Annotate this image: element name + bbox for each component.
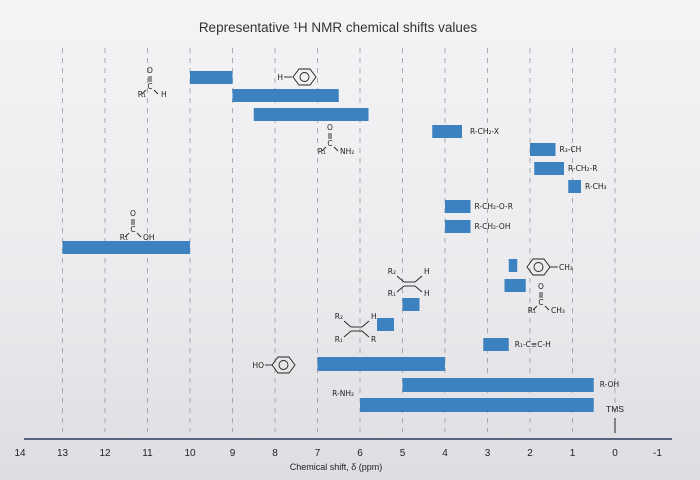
x-tick-label: 10 <box>184 448 196 459</box>
range-bar-aldehyde <box>190 71 233 84</box>
svg-text:H: H <box>371 312 377 321</box>
svg-text:H: H <box>161 90 167 99</box>
benzene-h-structure-icon: H <box>277 68 317 86</box>
range-bar-amide <box>253 108 369 121</box>
x-tick-label: 5 <box>400 448 406 459</box>
svg-text:R₁: R₁ <box>335 335 343 344</box>
range-bar-vinyl-1-1- <box>402 298 420 311</box>
range-label: R-CH₂-OH <box>475 222 511 231</box>
range-bar-ether <box>445 200 471 213</box>
toluene-structure-icon: CH₃ <box>526 258 573 276</box>
svg-text:H: H <box>424 289 430 298</box>
svg-text:R₂: R₂ <box>388 267 396 276</box>
x-tick-label: 1 <box>570 448 576 459</box>
x-tick-label: 6 <box>357 448 363 459</box>
amide-structure-icon: O C R₁ NH₂ <box>318 123 354 156</box>
range-label: R-CH₃ <box>585 182 607 191</box>
range-bar-alkyl-halide <box>432 125 462 138</box>
bars: R-CH₂-X R₃-CH R-CH₂-R R-CH₃ R-CH₂-O-R R-CH₂-O… <box>62 71 619 412</box>
svg-text:O: O <box>327 123 333 132</box>
svg-text:R₁: R₁ <box>318 147 326 156</box>
svg-text:C: C <box>538 298 543 307</box>
range-bar-alcohol-oh <box>402 378 594 392</box>
x-tick-label: 13 <box>57 448 69 459</box>
svg-text:R₂: R₂ <box>335 312 343 321</box>
range-bar-alkyne <box>483 338 509 351</box>
x-ticks: 14 13 12 11 10 9 8 7 6 5 4 3 2 1 0 -1 <box>14 448 662 459</box>
x-tick-label: -1 <box>653 448 662 459</box>
chart-title: Representative ¹H NMR chemical shifts va… <box>199 20 478 35</box>
svg-text:O: O <box>130 209 136 218</box>
ketone-structure-icon: O C R₁ CH₃ <box>528 282 565 315</box>
svg-text:R₁: R₁ <box>120 233 128 242</box>
svg-text:OH: OH <box>143 233 155 242</box>
svg-text:CH₃: CH₃ <box>551 306 565 315</box>
carboxylic-acid-structure-icon: O C R₁ OH <box>120 209 155 242</box>
x-tick-label: 9 <box>230 448 236 459</box>
range-bar-methyl <box>568 180 581 193</box>
x-tick-label: 8 <box>272 448 278 459</box>
svg-text:O: O <box>147 66 153 75</box>
svg-text:O: O <box>538 282 544 291</box>
x-tick-label: 11 <box>142 448 153 459</box>
range-label: R-CH₂-R <box>568 164 597 173</box>
x-tick-label: 7 <box>315 448 321 459</box>
range-bar-benzylic <box>508 259 518 272</box>
x-tick-label: 4 <box>442 448 448 459</box>
aldehyde-structure-icon: O C R₁ H <box>138 66 167 99</box>
range-label: R₃-CH <box>560 145 582 154</box>
x-tick-label: 12 <box>99 448 111 459</box>
range-bar-carboxylic-acid <box>62 241 190 254</box>
range-bar-phenol <box>317 357 445 371</box>
x-tick-label: 0 <box>612 448 618 459</box>
range-bar-amine <box>360 398 594 412</box>
svg-text:H: H <box>424 267 430 276</box>
range-bar-alcohol <box>445 220 471 233</box>
svg-text:C: C <box>327 139 332 148</box>
range-bar-vinyl <box>377 318 394 331</box>
svg-text:CH₃: CH₃ <box>559 263 573 272</box>
range-bar-ketone <box>504 279 526 292</box>
alkene-trisubstituted-structure-icon: R₂ R₁ H R <box>335 312 377 344</box>
svg-text:C: C <box>147 82 152 91</box>
range-label: R-CH₂-X <box>470 127 499 136</box>
svg-text:HO: HO <box>252 361 264 370</box>
x-tick-label: 2 <box>527 448 533 459</box>
range-bar-aromatic <box>232 89 339 102</box>
alkene-disubstituted-structure-icon: R₂ R₁ H H <box>388 267 430 298</box>
x-axis-label: Chemical shift, δ (ppm) <box>290 462 383 472</box>
svg-text:R₁: R₁ <box>528 306 536 315</box>
svg-text:R₁: R₁ <box>138 90 146 99</box>
svg-text:R₁: R₁ <box>388 289 396 298</box>
x-tick-label: 3 <box>485 448 491 459</box>
svg-text:H: H <box>277 73 283 82</box>
range-label: R₁-C≡C-H <box>515 340 551 349</box>
svg-text:R: R <box>371 335 376 344</box>
tms-label: TMS <box>606 404 624 414</box>
range-label: R-OH <box>600 380 619 389</box>
phenol-structure-icon: HO <box>252 356 296 374</box>
svg-text:C: C <box>130 225 135 234</box>
x-tick-label: 14 <box>14 448 26 459</box>
range-label: R-NH₂ <box>332 389 354 398</box>
range-bar-methylene <box>534 162 564 175</box>
svg-text:NH₂: NH₂ <box>340 147 354 156</box>
range-bar-methine <box>530 143 556 156</box>
range-label: R-CH₂-O-R <box>475 202 513 211</box>
